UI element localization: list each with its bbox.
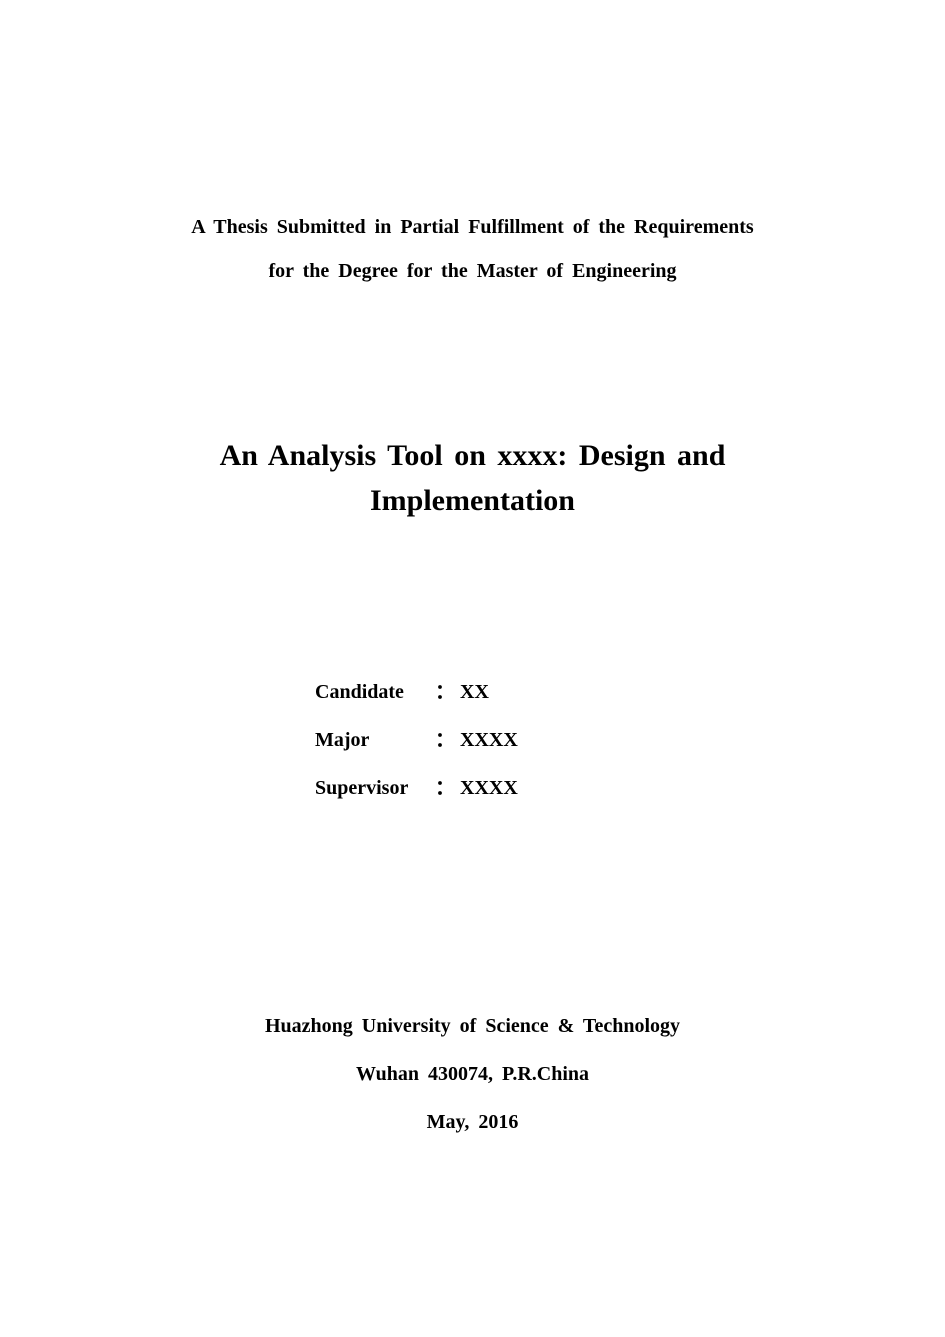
submission-line-2: for the Degree for the Master of Enginee… (100, 249, 845, 293)
title-line-2: Implementation (140, 478, 805, 523)
major-separator: ： (435, 716, 460, 764)
candidate-info-block: Candidate ： XX Major ： XXXX Supervisor ：… (315, 668, 845, 812)
supervisor-row: Supervisor ： XXXX (315, 764, 845, 812)
supervisor-label: Supervisor (315, 764, 435, 812)
major-row: Major ： XXXX (315, 716, 845, 764)
major-value: XXXX (460, 716, 845, 764)
submission-statement: A Thesis Submitted in Partial Fulfillmen… (100, 205, 845, 293)
major-label: Major (315, 716, 435, 764)
title-line-1: An Analysis Tool on xxxx: Design and (140, 433, 805, 478)
submission-line-1: A Thesis Submitted in Partial Fulfillmen… (100, 205, 845, 249)
candidate-label: Candidate (315, 668, 435, 716)
supervisor-separator: ： (435, 764, 460, 812)
supervisor-value: XXXX (460, 764, 845, 812)
thesis-date: May, 2016 (100, 1098, 845, 1146)
candidate-row: Candidate ： XX (315, 668, 845, 716)
university-name: Huazhong University of Science & Technol… (100, 1002, 845, 1050)
footer-block: Huazhong University of Science & Technol… (100, 1002, 845, 1146)
candidate-separator: ： (435, 668, 460, 716)
thesis-title: An Analysis Tool on xxxx: Design and Imp… (100, 433, 845, 523)
university-address: Wuhan 430074, P.R.China (100, 1050, 845, 1098)
candidate-value: XX (460, 668, 845, 716)
